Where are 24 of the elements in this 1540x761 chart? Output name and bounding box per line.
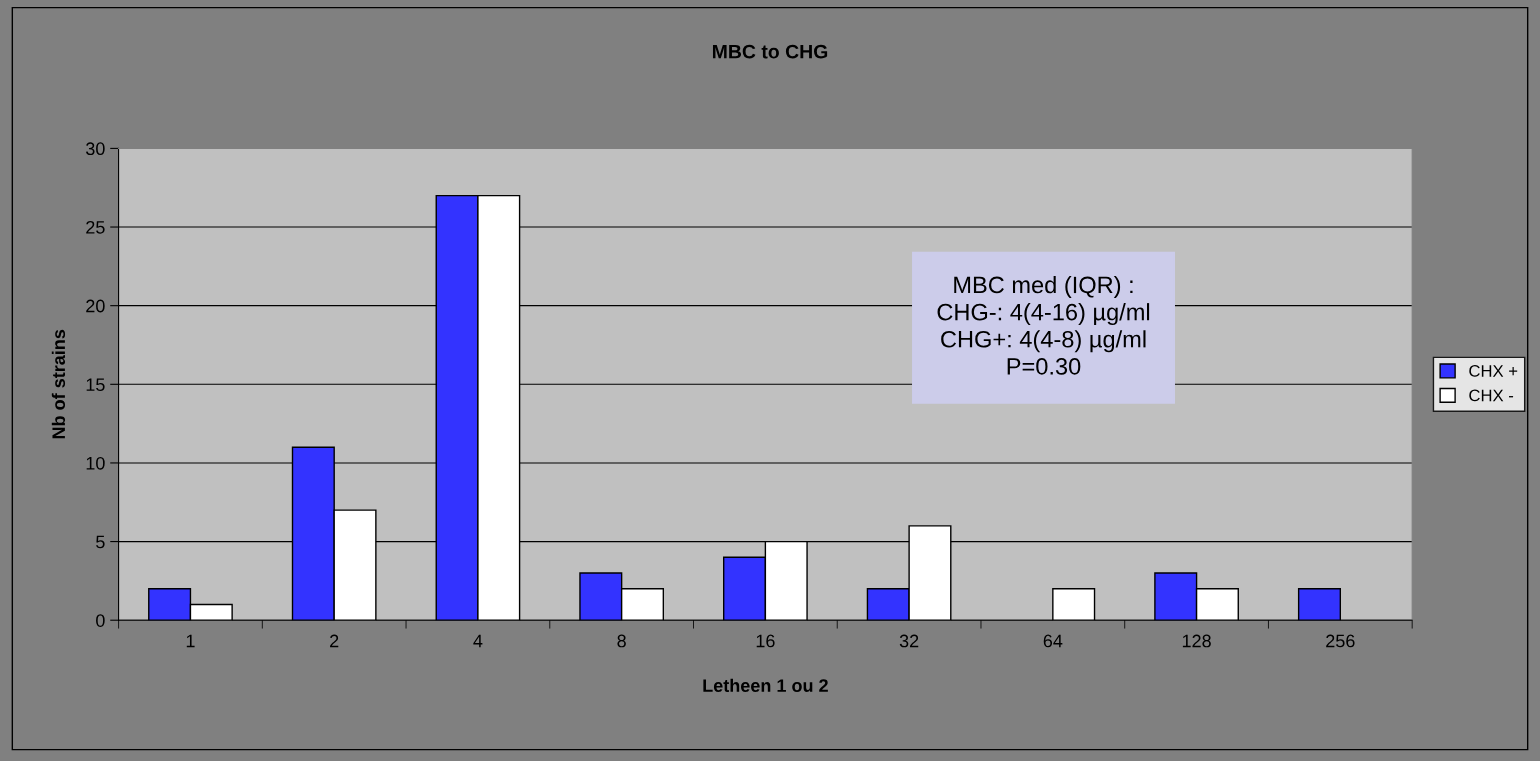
x-tick-label: 8 (617, 634, 626, 648)
y-tick-label: 10 (86, 456, 105, 470)
x-axis-title: Letheen 1 ou 2 (703, 678, 828, 692)
y-axis-title: Nb of strains (51, 329, 66, 439)
annotation: MBC med (IQR) : CHG-: 4(4-16) µg/ml CHG+: 4(4-8) µg/ml P=0.30 (937, 275, 1150, 375)
legend-label: CHX + (1469, 365, 1518, 377)
chart-title: MBC to CHG (712, 44, 828, 59)
x-tick-label: 64 (1043, 634, 1063, 648)
y-tick-label: 20 (86, 299, 105, 313)
y-tick-label: 5 (96, 535, 105, 549)
x-tick-label: 16 (756, 634, 775, 648)
y-tick-label: 15 (86, 378, 105, 392)
x-tick-label: 2 (330, 634, 339, 648)
x-tick-label: 1 (186, 634, 195, 648)
y-tick-label: 25 (86, 220, 105, 234)
x-tick-label: 4 (473, 634, 483, 648)
bar (1297, 588, 1342, 621)
x-tick-label: 128 (1182, 634, 1211, 648)
legend-label: CHX - (1469, 389, 1514, 402)
x-tick-label: 32 (899, 634, 919, 648)
bar (1052, 588, 1096, 621)
x-tick-label: 256 (1326, 634, 1355, 648)
y-tick-label: 30 (85, 142, 105, 156)
y-tick-label: 0 (96, 614, 105, 627)
